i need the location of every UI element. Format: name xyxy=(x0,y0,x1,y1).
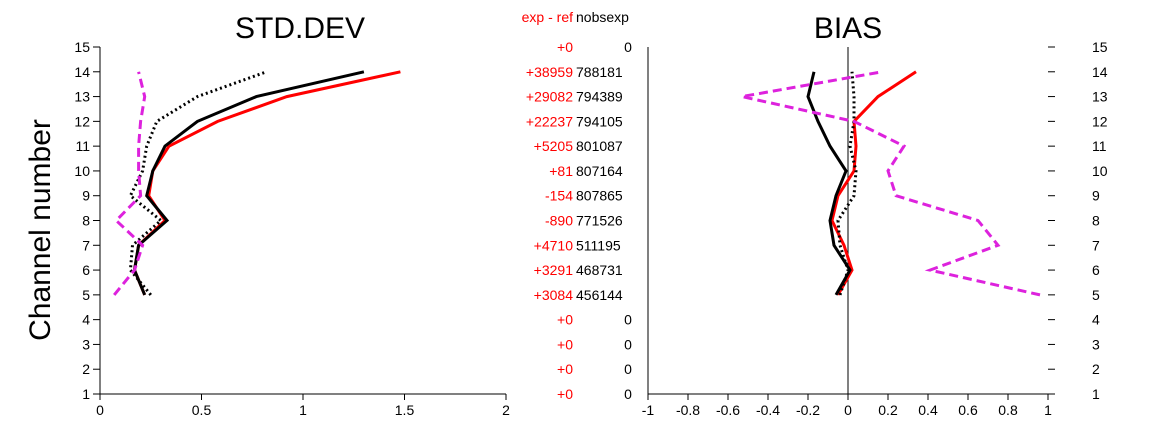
exp-minus-ref-value: -890 xyxy=(545,213,573,229)
y-tick-label: 8 xyxy=(1092,213,1100,229)
y-tick-label: 10 xyxy=(1092,163,1108,179)
x-tick-label: 0.8 xyxy=(998,402,1018,418)
y-axis-label: Channel number xyxy=(24,119,57,341)
x-tick-label: -0.2 xyxy=(796,402,820,418)
exp-minus-ref-value: +81 xyxy=(549,163,573,179)
y-tick-label: 11 xyxy=(75,138,90,154)
nobsexp-value: 0 xyxy=(624,361,632,377)
nobsexp-value: 794105 xyxy=(576,113,623,129)
y-tick-label: 7 xyxy=(1092,237,1100,253)
x-tick-label: 2 xyxy=(502,402,510,418)
y-tick-label: 5 xyxy=(82,287,90,303)
exp-minus-ref-value: +0 xyxy=(557,39,573,55)
y-tick-label: 9 xyxy=(82,188,90,204)
series-line-red-solid xyxy=(132,70,401,296)
x-tick-label: -1 xyxy=(642,402,655,418)
x-tick-label: 1 xyxy=(299,402,307,418)
y-tick-label: 6 xyxy=(1092,262,1100,278)
y-tick-label: 8 xyxy=(82,213,90,229)
nobsexp-value: 0 xyxy=(624,39,632,55)
nobsexp-value: 456144 xyxy=(576,287,623,303)
x-tick-label: 1.5 xyxy=(395,402,415,418)
nobsexp-value: 771526 xyxy=(576,213,623,229)
std-dev-title: STD.DEV xyxy=(235,12,365,45)
x-tick-label: 0 xyxy=(844,402,852,418)
y-tick-label: 13 xyxy=(74,89,90,105)
y-tick-label: 3 xyxy=(82,336,90,352)
y-tick-label: 9 xyxy=(1092,188,1100,204)
nobsexp-value: 794389 xyxy=(576,89,623,105)
nobsexp-value: 807164 xyxy=(576,163,623,179)
nobsexp-value: 0 xyxy=(624,336,632,352)
header-nobsexp: nobsexp xyxy=(576,9,629,25)
series-line-magenta-dashed xyxy=(741,70,1041,297)
y-tick-label: 2 xyxy=(82,361,90,377)
y-tick-label: 12 xyxy=(1092,113,1108,129)
nobsexp-value: 511195 xyxy=(576,237,621,253)
y-tick-label: 1 xyxy=(82,386,90,402)
y-tick-label: 15 xyxy=(1092,39,1108,55)
y-tick-label: 2 xyxy=(1092,361,1100,377)
series-line-red-solid xyxy=(830,70,917,296)
y-tick-label: 4 xyxy=(82,312,90,328)
nobsexp-value: 801087 xyxy=(576,138,623,154)
y-tick-label: 12 xyxy=(74,113,90,129)
nobsexp-value: 788181 xyxy=(576,64,623,80)
exp-minus-ref-value: +0 xyxy=(557,336,573,352)
exp-minus-ref-value: +0 xyxy=(557,361,573,377)
series-line-black-solid xyxy=(132,70,365,296)
x-tick-label: 0.6 xyxy=(958,402,978,418)
x-tick-label: 1 xyxy=(1044,402,1052,418)
x-tick-label: 0.5 xyxy=(192,402,212,418)
nobsexp-value: 807865 xyxy=(576,188,623,204)
y-tick-label: 7 xyxy=(82,237,90,253)
y-tick-label: 10 xyxy=(74,163,90,179)
exp-minus-ref-value: +22237 xyxy=(526,113,573,129)
exp-minus-ref-value: +38959 xyxy=(526,64,573,80)
y-tick-label: 4 xyxy=(1092,312,1100,328)
header-exp-minus-ref: exp - ref xyxy=(522,9,573,25)
x-tick-label: 0 xyxy=(96,402,104,418)
x-tick-label: -0.6 xyxy=(716,402,740,418)
y-tick-label: 14 xyxy=(74,64,90,80)
exp-minus-ref-value: +0 xyxy=(557,386,573,402)
exp-minus-ref-value: +3084 xyxy=(534,287,574,303)
x-tick-label: 0.4 xyxy=(918,402,938,418)
y-tick-label: 3 xyxy=(1092,336,1100,352)
bias-title: BIAS xyxy=(814,12,882,45)
y-tick-label: 5 xyxy=(1092,287,1100,303)
y-tick-label: 14 xyxy=(1092,64,1108,80)
exp-minus-ref-value: +5205 xyxy=(534,138,574,154)
y-tick-label: 6 xyxy=(82,262,90,278)
x-tick-label: -0.8 xyxy=(676,402,700,418)
series-line-black-solid xyxy=(806,71,852,296)
x-tick-label: -0.4 xyxy=(756,402,780,418)
nobsexp-value: 0 xyxy=(624,312,632,328)
exp-minus-ref-value: +3291 xyxy=(534,262,574,278)
y-tick-label: 1 xyxy=(1092,386,1100,402)
nobsexp-value: 0 xyxy=(624,386,632,402)
exp-minus-ref-value: -154 xyxy=(545,188,573,204)
exp-minus-ref-value: +4710 xyxy=(534,237,574,253)
x-tick-label: 0.2 xyxy=(878,402,898,418)
exp-minus-ref-value: +29082 xyxy=(526,89,573,105)
y-tick-label: 11 xyxy=(1092,138,1107,154)
nobsexp-value: 468731 xyxy=(576,262,623,278)
nobs-table: +0 0+38959 788181+29082 794389+22237 794105+… xyxy=(526,39,632,402)
y-tick-label: 15 xyxy=(74,39,90,55)
series-line-magenta-dashed xyxy=(113,71,147,296)
exp-minus-ref-value: +0 xyxy=(557,312,573,328)
y-tick-label: 13 xyxy=(1092,89,1108,105)
